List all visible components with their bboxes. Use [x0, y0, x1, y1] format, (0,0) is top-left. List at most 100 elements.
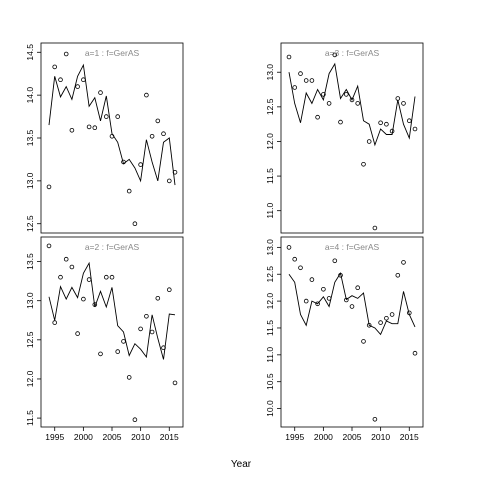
panel-title: a=1 : f=GerAS: [85, 48, 140, 58]
observed-point: [86, 277, 92, 282]
fitted-line: [48, 261, 176, 360]
observed-point: [349, 97, 355, 103]
observed-point: [138, 162, 143, 167]
observed-point: [349, 304, 355, 309]
panel-a1: a=1 : f=GerAS 12.5 13.0 13.5 14.0 14.5: [25, 42, 184, 234]
observed-point: [309, 277, 315, 282]
observed-point: [149, 329, 155, 335]
observed-point: [401, 101, 406, 106]
y-tick-label: 12.0: [265, 133, 275, 150]
observed-point: [361, 339, 366, 344]
x-tick-label: 2005: [103, 432, 122, 442]
y-tick-label: 12.5: [25, 215, 35, 232]
observed-point: [343, 92, 349, 97]
y-tick-label: 14.0: [25, 87, 35, 104]
observed-point: [298, 265, 303, 271]
panel-a3: a=3 : f=GerAS 11.0 11.5 12.0 12.5 13.0: [265, 42, 424, 234]
observed-point: [286, 245, 292, 250]
observed-point: [401, 260, 406, 265]
y-tick-label: 12.5: [265, 266, 275, 283]
observed-point: [155, 295, 161, 301]
y-tick-label: 10.5: [265, 373, 275, 390]
y-tick-label: 11.0: [265, 347, 275, 363]
observed-point: [144, 92, 149, 98]
observed-point: [92, 125, 98, 130]
observed-point: [292, 256, 298, 262]
observed-point: [395, 272, 401, 278]
observed-point: [389, 128, 395, 134]
panel-a4: a=4 : f=GerAS 1995 2000 2005 2010 2015 10.0 10.…: [265, 236, 424, 442]
x-tick-label: 2005: [343, 432, 362, 442]
observed-point: [149, 134, 155, 139]
fitted-line: [288, 62, 416, 147]
observed-point: [46, 184, 52, 190]
y-tick-label: 11.0: [265, 202, 275, 218]
y-tick-label: 11.5: [25, 410, 35, 426]
x-tick-label: 2000: [74, 432, 93, 442]
panel-title: a=4 : f=GerAS: [325, 242, 380, 252]
observed-point: [326, 101, 332, 106]
observed-point: [132, 417, 138, 423]
observed-point: [109, 134, 115, 139]
observed-point: [167, 178, 172, 184]
observed-point: [343, 297, 349, 303]
observed-point: [292, 85, 298, 90]
observed-point: [126, 188, 132, 194]
observed-point: [303, 78, 309, 83]
observed-point: [361, 162, 366, 167]
observed-point: [321, 286, 326, 292]
observed-point: [321, 92, 326, 97]
fitted-line: [288, 272, 416, 336]
observed-point: [378, 120, 383, 126]
x-tick-label: 1995: [285, 432, 304, 442]
observed-point: [326, 296, 332, 301]
observed-point: [167, 287, 172, 293]
observed-point: [406, 118, 412, 123]
observed-point: [46, 243, 52, 249]
y-tick-label: 12.5: [25, 331, 35, 348]
observed-point: [86, 124, 92, 130]
y-tick-label: 14.5: [25, 44, 35, 61]
x-tick-label: 2010: [131, 432, 150, 442]
observed-point: [132, 221, 138, 227]
observed-point: [98, 90, 103, 95]
observed-point: [58, 77, 63, 82]
observed-point: [52, 64, 57, 70]
observed-point: [69, 128, 75, 133]
observed-point: [384, 121, 389, 127]
observed-point: [81, 77, 86, 82]
observed-point: [58, 274, 63, 280]
observed-point: [315, 301, 320, 307]
observed-point: [92, 302, 98, 307]
observed-point: [69, 264, 75, 270]
observed-point: [115, 349, 120, 354]
observed-point: [63, 256, 69, 262]
observed-point: [332, 52, 338, 58]
x-tick-label: 2000: [314, 432, 333, 442]
observed-point: [384, 315, 389, 321]
observed-point: [98, 351, 103, 357]
observed-point: [155, 118, 161, 124]
observed-point: [75, 84, 80, 89]
observed-point: [332, 258, 338, 264]
panel-title: a=3 : f=GerAS: [325, 48, 380, 58]
observed-point: [406, 310, 412, 316]
x-tick-label: 2010: [371, 432, 390, 442]
observed-point: [161, 345, 166, 351]
plot-frame: [40, 236, 184, 428]
y-tick-label: 12.0: [265, 293, 275, 310]
observed-point: [338, 119, 343, 125]
y-tick-label: 13.0: [265, 239, 275, 256]
observed-point: [378, 320, 383, 325]
observed-point: [303, 298, 309, 304]
observed-point: [372, 416, 378, 422]
y-tick-label: 12.5: [265, 98, 275, 115]
observed-point: [412, 350, 418, 356]
y-tick-label: 10.0: [265, 400, 275, 417]
x-tick-label: 1995: [45, 432, 64, 442]
y-tick-label: 11.5: [265, 168, 275, 184]
observed-point: [355, 101, 361, 106]
observed-point: [126, 375, 132, 380]
x-tick-label: 2015: [160, 432, 179, 442]
observed-point: [104, 274, 109, 280]
